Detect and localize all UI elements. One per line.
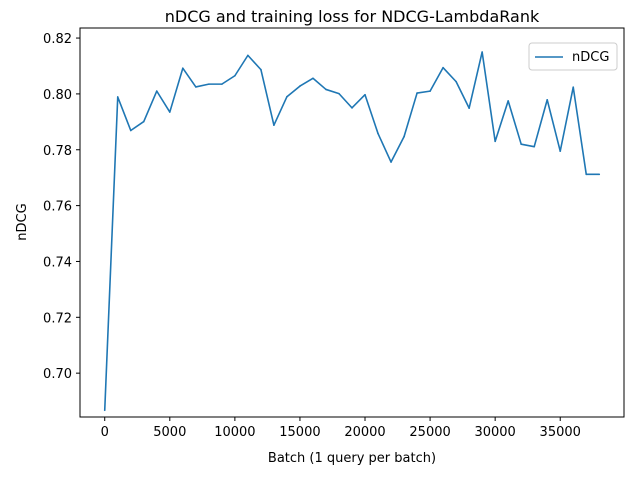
data-point: [208, 83, 210, 85]
data-point: [351, 107, 353, 109]
x-tick-label: 15000: [279, 425, 320, 440]
y-tick-label: 0.74: [43, 255, 72, 270]
series-line-ndcg: [103, 51, 600, 411]
data-point: [273, 124, 275, 126]
data-point: [312, 77, 314, 80]
data-point: [195, 86, 197, 88]
data-point: [494, 140, 496, 143]
y-tick-label: 0.76: [43, 200, 72, 215]
y-tick-label: 0.82: [43, 32, 72, 47]
data-point: [507, 100, 509, 102]
data-point: [442, 66, 444, 69]
data-point: [481, 51, 483, 53]
y-tick-label: 0.78: [43, 144, 72, 159]
data-point: [129, 129, 132, 132]
data-point: [572, 86, 575, 89]
data-point: [559, 150, 562, 152]
data-point: [468, 107, 470, 109]
x-tick-label: 10000: [214, 425, 255, 440]
x-axis: 0 5000 10000 15000 20000 25000 30000 35000: [101, 417, 581, 440]
data-point: [598, 173, 601, 176]
legend: nDCG: [528, 42, 618, 71]
data-point: [429, 90, 431, 92]
legend-label: nDCG: [572, 50, 609, 65]
legend-box: [528, 42, 618, 71]
y-axis: 0.70 0.72 0.74 0.76 0.78 0.80 0.82: [43, 32, 80, 382]
y-tick-label: 0.72: [43, 311, 72, 326]
data-point: [221, 83, 223, 85]
plot-frame: [79, 27, 625, 418]
data-point: [377, 132, 379, 135]
x-axis-label: Batch (1 query per batch): [268, 451, 436, 466]
data-point: [338, 92, 340, 95]
data-point: [116, 96, 119, 98]
y-axis-label: nDCG: [15, 203, 30, 240]
y-tick-label: 0.80: [43, 88, 72, 103]
chart-title: nDCG and training loss for NDCG-LambdaRa…: [165, 7, 540, 26]
data-point: [260, 68, 262, 71]
data-point: [155, 90, 158, 92]
data-point: [585, 173, 588, 176]
data-point: [403, 135, 405, 138]
data-point: [533, 145, 536, 148]
data-point: [325, 88, 327, 91]
data-point: [286, 95, 288, 98]
data-point: [546, 98, 549, 101]
data-point: [364, 93, 366, 96]
data-point: [416, 92, 418, 94]
data-point: [247, 54, 249, 57]
data-point: [455, 80, 457, 83]
x-tick-label: 20000: [344, 425, 385, 440]
x-tick-label: 25000: [409, 425, 450, 440]
x-tick-label: 5000: [153, 425, 186, 440]
x-tick-label: 35000: [540, 425, 581, 440]
x-tick-label: 0: [101, 425, 109, 440]
data-point: [168, 111, 171, 113]
plot-area: [103, 51, 601, 412]
data-point: [299, 85, 301, 87]
data-point: [142, 120, 145, 123]
data-point: [182, 67, 184, 70]
data-point: [520, 143, 522, 145]
data-point: [234, 74, 236, 77]
data-point: [103, 409, 106, 412]
y-tick-label: 0.70: [43, 367, 72, 382]
data-point: [390, 161, 392, 163]
x-tick-label: 30000: [474, 425, 515, 440]
